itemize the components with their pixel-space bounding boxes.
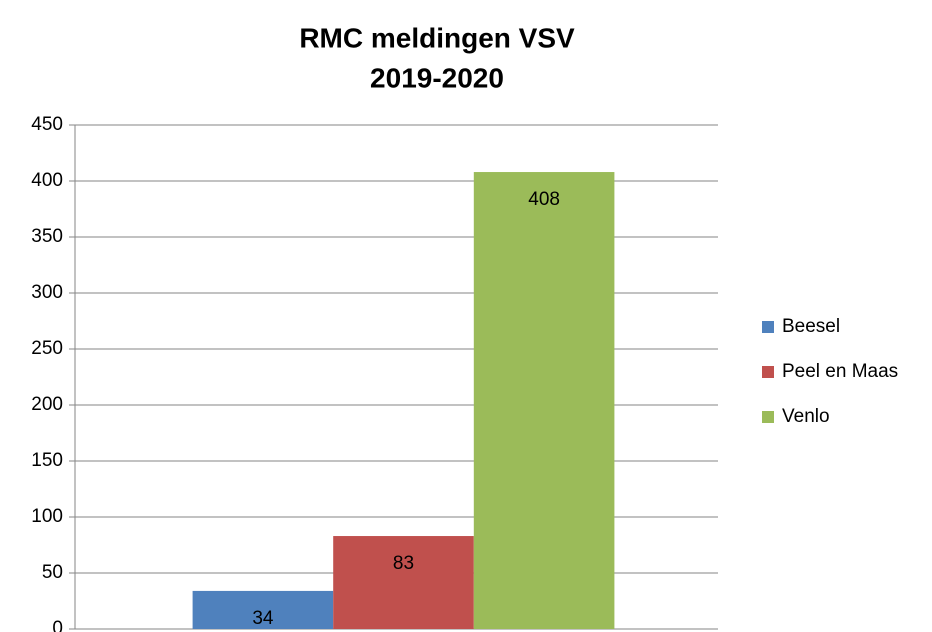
legend-label: Peel en Maas xyxy=(782,361,898,382)
y-tick-label: 200 xyxy=(31,394,63,415)
y-tick-label: 350 xyxy=(31,226,63,247)
legend-label: Beesel xyxy=(782,316,840,337)
y-tick-label: 150 xyxy=(31,450,63,471)
chart-title: RMC meldingen VSV xyxy=(299,22,575,53)
data-label: 34 xyxy=(252,608,274,629)
bar xyxy=(473,172,615,630)
data-label: 408 xyxy=(528,189,560,210)
chart-title: 2019-2020 xyxy=(370,62,504,93)
y-tick-label: 450 xyxy=(31,114,63,135)
bar xyxy=(192,590,334,629)
legend-label: Venlo xyxy=(782,406,830,427)
y-tick-label: 0 xyxy=(52,618,63,632)
y-tick-label: 400 xyxy=(31,170,63,191)
data-label: 83 xyxy=(393,553,414,574)
y-tick-label: 250 xyxy=(31,338,63,359)
bar xyxy=(333,536,474,629)
y-tick-label: 100 xyxy=(31,506,63,527)
y-tick-label: 50 xyxy=(42,562,63,583)
legend-swatch xyxy=(762,366,774,378)
legend-swatch xyxy=(762,411,774,423)
legend-swatch xyxy=(762,321,774,333)
y-tick-label: 300 xyxy=(31,282,63,303)
